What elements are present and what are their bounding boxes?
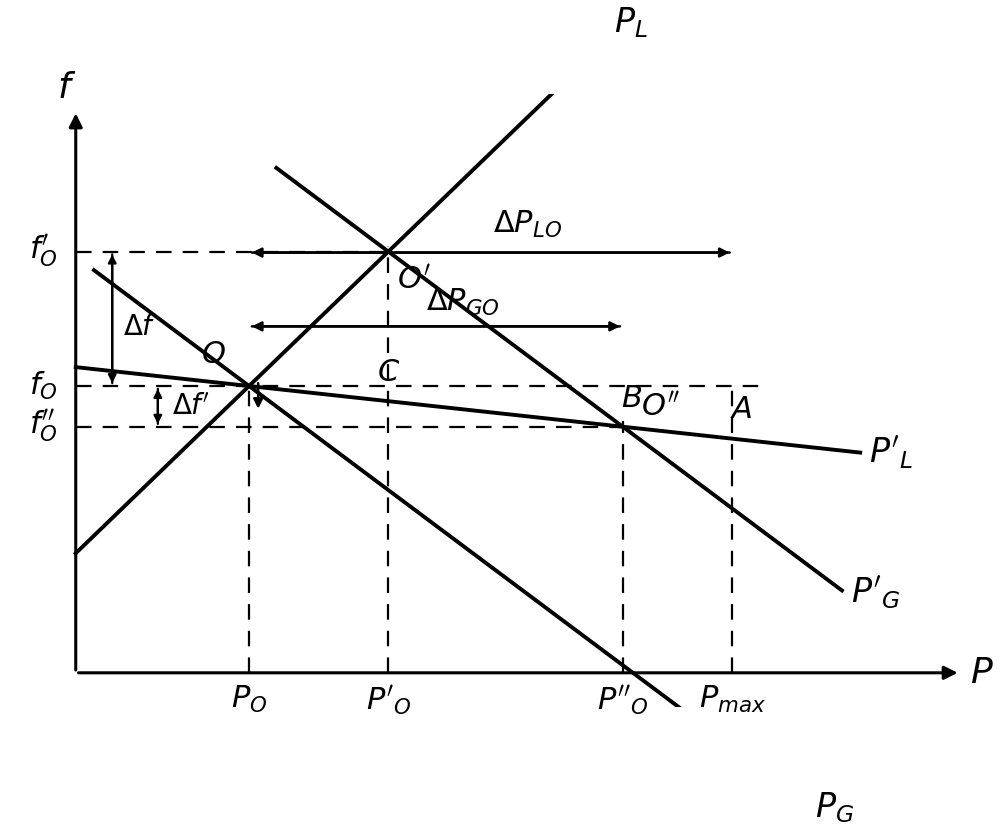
Text: $P_O$: $P_O$ [231,684,267,716]
Text: $P''_O$: $P''_O$ [597,684,648,718]
Text: $\Delta f'$: $\Delta f'$ [172,393,210,420]
Text: $O''$: $O''$ [641,392,681,421]
Text: $P_{max}$: $P_{max}$ [699,684,766,716]
Text: $f_O$: $f_O$ [29,370,58,402]
Text: $A$: $A$ [730,395,753,424]
Text: $\Delta P_{LO}$: $\Delta P_{LO}$ [493,209,562,240]
Text: $P_L$: $P_L$ [614,5,648,40]
Text: $P$: $P$ [970,656,993,690]
Text: $C$: $C$ [377,358,400,387]
Text: $f_O'$: $f_O'$ [29,233,58,270]
Text: $\Delta P_{GO}$: $\Delta P_{GO}$ [426,287,500,318]
Text: $P'_O$: $P'_O$ [366,684,411,718]
Text: $P_G$: $P_G$ [815,790,854,825]
Text: $O$: $O$ [201,340,226,369]
Text: $f$: $f$ [57,71,76,105]
Text: $P'_G$: $P'_G$ [851,575,900,612]
Text: $P'_L$: $P'_L$ [869,434,913,471]
Text: $O'$: $O'$ [397,265,431,295]
Text: $B$: $B$ [621,384,642,413]
Text: $\Delta f$: $\Delta f$ [123,314,157,341]
Text: $f_O^{\prime\prime}$: $f_O^{\prime\prime}$ [29,408,58,445]
